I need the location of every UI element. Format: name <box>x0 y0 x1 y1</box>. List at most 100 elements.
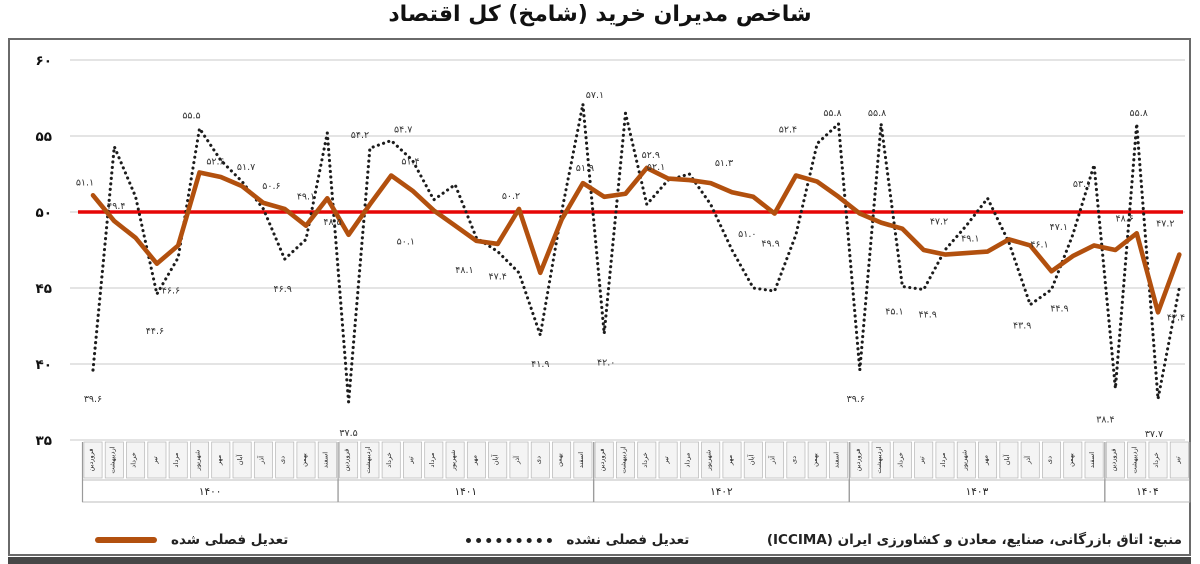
svg-text:اردیبهشت: اردیبهشت <box>108 446 116 473</box>
raw-series-line <box>91 102 1181 404</box>
svg-text:فروردین: فروردین <box>854 449 862 472</box>
svg-text:مهر: مهر <box>470 455 478 466</box>
svg-text:اردیبهشت: اردیبهشت <box>875 446 883 473</box>
svg-text:بهمن: بهمن <box>811 453 819 467</box>
svg-text:۵۲.۶: ۵۲.۶ <box>206 156 224 167</box>
source-citation: منبع: اتاق بازرگانی، صنایع، معادن و کشاو… <box>766 532 1182 548</box>
svg-text:۵۱.۷: ۵۱.۷ <box>237 162 255 173</box>
svg-text:خرداد: خرداد <box>385 452 393 467</box>
bottom-border-strip <box>8 557 1191 564</box>
svg-text:شهریور: شهریور <box>960 450 968 472</box>
svg-text:۵۴.۲: ۵۴.۲ <box>351 130 369 141</box>
svg-text:آبان: آبان <box>235 454 244 466</box>
svg-text:فروردین: فروردین <box>598 449 606 472</box>
svg-text:۴۹.۹: ۴۹.۹ <box>761 239 779 250</box>
svg-text:۴۸.۶: ۴۸.۶ <box>1116 213 1134 224</box>
svg-text:۵۰: ۵۰ <box>36 205 52 221</box>
svg-text:بهمن: بهمن <box>1067 453 1075 467</box>
svg-text:۵۵.۵: ۵۵.۵ <box>182 110 200 121</box>
svg-text:۴۷.۴: ۴۷.۴ <box>489 272 507 283</box>
svg-text:۴۹.۱: ۴۹.۱ <box>297 192 315 203</box>
svg-text:اسفند: اسفند <box>321 452 329 468</box>
svg-text:۴۶.۶: ۴۶.۶ <box>162 286 180 297</box>
svg-text:۱۴۰۲: ۱۴۰۲ <box>710 486 733 498</box>
svg-text:۱۴۰۴: ۱۴۰۴ <box>1136 486 1159 498</box>
svg-text:خرداد: خرداد <box>130 452 138 467</box>
svg-text:دی: دی <box>279 456 287 464</box>
svg-text:۵۰.۱: ۵۰.۱ <box>397 236 415 247</box>
svg-text:دی: دی <box>534 456 542 464</box>
svg-text:۴۰: ۴۰ <box>36 357 52 373</box>
svg-text:۳۵: ۳۵ <box>36 433 52 449</box>
svg-text:فروردین: فروردین <box>1109 449 1117 472</box>
svg-text:اردیبهشت: اردیبهشت <box>1131 446 1139 473</box>
svg-text:۵۵.۸: ۵۵.۸ <box>868 108 886 119</box>
svg-text:۵۰.۲: ۵۰.۲ <box>502 191 520 202</box>
svg-text:۴۹.۴: ۴۹.۴ <box>107 201 125 212</box>
svg-text:شهریور: شهریور <box>705 450 713 472</box>
svg-text:۵۵: ۵۵ <box>36 129 52 145</box>
svg-text:۴۱.۹: ۴۱.۹ <box>531 359 549 370</box>
svg-text:۵۱.۱: ۵۱.۱ <box>76 177 94 188</box>
svg-text:بهمن: بهمن <box>556 453 564 467</box>
svg-text:۴۲.۰: ۴۲.۰ <box>597 358 615 369</box>
svg-text:۴۴.۹: ۴۴.۹ <box>1050 304 1068 315</box>
legend-items: تعدیل فصلی شده تعدیل فصلی نشده <box>95 532 689 548</box>
svg-text:اسفند: اسفند <box>577 452 585 468</box>
svg-text:اردیبهشت: اردیبهشت <box>364 446 372 473</box>
svg-text:مهر: مهر <box>215 455 223 466</box>
grid-and-yaxis: ۳۵ ۴۰ ۴۵ ۵۰ ۵۵ ۶۰ <box>36 53 1185 449</box>
svg-text:تیر: تیر <box>918 456 926 465</box>
svg-text:آبان: آبان <box>746 454 755 466</box>
svg-text:شهریور: شهریور <box>194 450 202 472</box>
svg-text:اردیبهشت: اردیبهشت <box>620 446 628 473</box>
svg-text:دی: دی <box>1046 456 1054 464</box>
svg-text:۴۵.۱: ۴۵.۱ <box>885 306 903 317</box>
svg-text:شهریور: شهریور <box>449 450 457 472</box>
svg-text:۴۷.۲: ۴۷.۲ <box>930 217 948 228</box>
svg-text:تیر: تیر <box>662 456 670 465</box>
svg-text:آذر: آذر <box>512 455 521 465</box>
svg-text:۵۲.۴: ۵۲.۴ <box>779 125 797 136</box>
svg-text:فروردین: فروردین <box>343 449 351 472</box>
page-title: شاخص مدیران خرید (شامخ) کل اقتصاد <box>388 2 812 27</box>
svg-text:۳۷.۷: ۳۷.۷ <box>1145 429 1163 440</box>
svg-text:اسفند: اسفند <box>833 452 841 468</box>
svg-text:آذر: آذر <box>768 455 777 465</box>
svg-text:۵۱.۳: ۵۱.۳ <box>715 158 733 169</box>
svg-text:آذر: آذر <box>1023 455 1032 465</box>
svg-text:تیر: تیر <box>151 456 159 465</box>
svg-text:آذر: آذر <box>256 455 265 465</box>
month-axis: فروردین اردیبهشت خرداد تیر مرداد شهریور مهر آبا… <box>81 441 1191 503</box>
svg-text:۳۸.۴: ۳۸.۴ <box>1096 414 1114 425</box>
svg-text:۵۵.۸: ۵۵.۸ <box>823 108 841 119</box>
svg-text:۳۹.۶: ۳۹.۶ <box>84 394 102 405</box>
svg-text:آبان: آبان <box>1002 454 1011 466</box>
point-labels: ۵۱.۱ ۳۹.۶ ۴۹.۴ ۴۴.۶ ۴۶.۶ ۵۵.۵ ۵۲.۶ ۵۱.۷ ۵۰.۶ ۴۶.۹… <box>76 90 1185 440</box>
svg-text:۱۴۰۱: ۱۴۰۱ <box>454 486 477 498</box>
svg-text:۵۱.۹: ۵۱.۹ <box>576 163 594 174</box>
chart-legend: تعدیل فصلی شده تعدیل فصلی نشده منبع: اتا… <box>0 522 1200 548</box>
svg-text:۴۶.۱: ۴۶.۱ <box>1030 239 1048 250</box>
svg-text:مرداد: مرداد <box>172 453 180 468</box>
svg-text:دی: دی <box>790 456 798 464</box>
svg-text:۵۳.۱: ۵۳.۱ <box>1073 179 1091 190</box>
raw-series-swatch-icon <box>466 537 553 543</box>
svg-text:۵۷.۱: ۵۷.۱ <box>586 90 604 101</box>
svg-text:۳۹.۶: ۳۹.۶ <box>847 394 865 405</box>
svg-text:۴۸.۵: ۴۸.۵ <box>323 217 341 228</box>
svg-text:مهر: مهر <box>726 455 734 466</box>
svg-text:۵۵.۸: ۵۵.۸ <box>1130 108 1148 119</box>
svg-text:۱۴۰۰: ۱۴۰۰ <box>199 486 222 498</box>
svg-text:۵۰.۶: ۵۰.۶ <box>262 181 280 192</box>
svg-text:۵۲.۹: ۵۲.۹ <box>642 150 660 161</box>
svg-text:تیر: تیر <box>1173 456 1181 465</box>
svg-text:۴۸.۱: ۴۸.۱ <box>455 265 473 276</box>
svg-text:۵۱.۰: ۵۱.۰ <box>738 229 756 240</box>
svg-text:۴۷.۲: ۴۷.۲ <box>1156 219 1174 230</box>
svg-text:۱۴۰۳: ۱۴۰۳ <box>966 486 989 498</box>
svg-text:۴۵: ۴۵ <box>36 281 52 297</box>
svg-text:۴۷.۱: ۴۷.۱ <box>1050 222 1068 233</box>
